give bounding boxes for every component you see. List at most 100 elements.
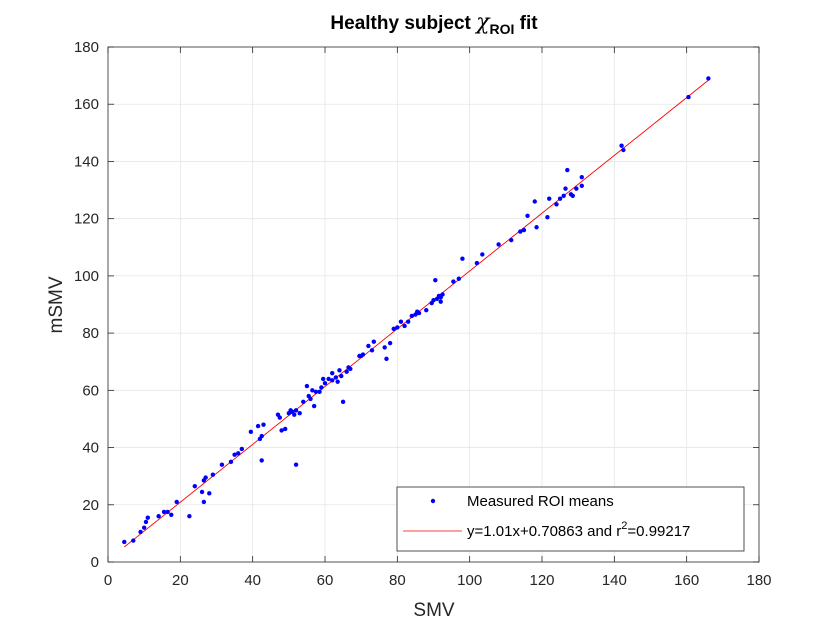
data-point xyxy=(534,225,539,230)
data-point xyxy=(169,512,174,517)
data-point xyxy=(277,415,282,420)
data-point xyxy=(371,339,377,344)
data-point xyxy=(570,193,575,198)
y-tick-label: 80 xyxy=(82,325,99,342)
data-point xyxy=(232,452,237,457)
data-point xyxy=(360,352,366,357)
data-point xyxy=(333,375,339,380)
y-tick-label: 140 xyxy=(74,153,99,170)
data-point xyxy=(424,308,429,313)
data-point xyxy=(339,373,344,379)
data-point xyxy=(440,292,445,297)
data-point xyxy=(474,260,480,266)
y-tick-label: 20 xyxy=(82,497,99,514)
legend-label-fit: y=1.01x+0.70863 and r2=0.99217 xyxy=(467,520,690,540)
data-point xyxy=(174,499,179,505)
data-point xyxy=(431,298,436,303)
x-tick-label: 0 xyxy=(104,572,112,589)
data-point xyxy=(621,147,626,153)
data-point xyxy=(326,376,331,382)
data-point xyxy=(706,76,711,81)
data-point xyxy=(387,340,393,346)
data-point xyxy=(283,426,288,432)
data-point xyxy=(145,515,150,520)
legend-label-points: Measured ROI means xyxy=(467,493,614,510)
data-point xyxy=(311,403,317,409)
legend: Measured ROI means y=1.01x+0.70863 and r… xyxy=(396,486,745,552)
data-point xyxy=(192,483,197,489)
x-tick-label: 60 xyxy=(317,572,334,589)
x-tick-label: 140 xyxy=(602,572,627,589)
y-tick-label: 0 xyxy=(91,554,99,571)
data-point xyxy=(382,345,387,350)
y-tick-label: 180 xyxy=(74,39,99,56)
data-point xyxy=(310,388,315,393)
x-tick-label: 100 xyxy=(457,572,482,589)
chart-title: Healthy subject χROI fit xyxy=(330,10,538,37)
x-tick-label: 180 xyxy=(746,572,771,589)
data-point xyxy=(165,509,170,515)
data-points-layer xyxy=(122,76,711,545)
data-point xyxy=(398,319,404,324)
data-point xyxy=(313,389,319,394)
data-point xyxy=(405,319,411,324)
data-point xyxy=(228,459,234,465)
data-point xyxy=(438,299,443,304)
x-tick-label: 40 xyxy=(244,572,261,589)
data-point xyxy=(518,229,523,234)
data-point xyxy=(619,143,624,148)
data-point xyxy=(554,202,559,207)
data-point xyxy=(335,379,340,384)
data-point xyxy=(292,412,297,417)
grid-lines xyxy=(108,47,759,562)
data-point xyxy=(138,529,143,535)
data-point xyxy=(301,399,306,404)
data-point xyxy=(161,509,167,515)
data-point xyxy=(297,411,302,416)
y-axis-label: mSMV xyxy=(46,276,67,333)
data-point xyxy=(330,370,335,376)
legend-marker-points xyxy=(430,498,436,504)
plot-area-background xyxy=(108,47,759,562)
data-point xyxy=(480,252,485,257)
data-point xyxy=(308,396,313,402)
data-point xyxy=(521,227,527,233)
data-point xyxy=(201,499,207,505)
data-point xyxy=(433,277,438,283)
x-tick-label: 80 xyxy=(389,572,406,589)
data-point xyxy=(156,514,161,519)
data-point xyxy=(210,472,216,477)
data-point xyxy=(187,514,192,519)
data-point xyxy=(451,279,456,284)
data-point xyxy=(409,313,414,319)
data-point xyxy=(456,276,462,281)
x-tick-label: 20 xyxy=(172,572,189,589)
data-point xyxy=(207,491,212,496)
data-point xyxy=(348,366,353,372)
data-point xyxy=(248,429,254,435)
y-tick-label: 100 xyxy=(74,268,99,285)
data-point xyxy=(460,256,465,261)
x-tick-label: 160 xyxy=(674,572,699,589)
data-point xyxy=(525,213,530,219)
data-point xyxy=(143,519,149,525)
data-point xyxy=(236,451,241,456)
data-point xyxy=(391,326,396,332)
data-point xyxy=(496,242,501,247)
data-point xyxy=(557,196,563,201)
data-point xyxy=(203,475,208,480)
data-point xyxy=(261,422,266,427)
x-tick-label: 120 xyxy=(529,572,554,589)
data-point xyxy=(532,199,537,204)
plot-area-frame xyxy=(107,46,760,563)
y-axis-ticks: 0 20 40 60 80 100 120 140 160 180 xyxy=(74,39,759,571)
x-axis-ticks: 0 20 40 60 80 100 120 140 160 180 xyxy=(104,47,772,589)
data-point xyxy=(416,310,422,316)
data-point xyxy=(317,389,322,394)
data-point xyxy=(369,348,375,353)
data-point xyxy=(384,356,389,362)
data-point xyxy=(366,343,371,349)
data-point xyxy=(293,462,299,467)
data-point xyxy=(545,215,550,220)
